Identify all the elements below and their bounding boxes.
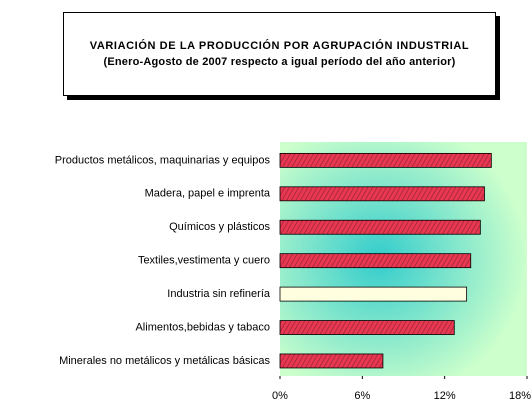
y-tick-label: Minerales no metálicos y metálicas básic… xyxy=(59,355,270,367)
y-tick-label: Alimentos,bebidas y tabaco xyxy=(135,321,270,333)
y-tick-label: Textiles,vestimenta y cuero xyxy=(138,255,270,267)
bar xyxy=(279,320,455,335)
y-tick-label: Químicos y plásticos xyxy=(169,221,270,233)
y-tick-label: Madera, papel e imprenta xyxy=(145,188,271,200)
x-tick-label: 6% xyxy=(354,390,370,402)
bar xyxy=(279,286,468,302)
bar xyxy=(279,253,472,269)
bar xyxy=(279,219,481,235)
bar xyxy=(279,353,384,369)
title-box: VARIACIÓN DE LA PRODUCCIÓN POR AGRUPACIÓ… xyxy=(63,12,496,96)
x-tick-label: 0% xyxy=(272,390,288,402)
y-tick-label: Productos metálicos, maquinarias y equip… xyxy=(55,154,271,166)
chart-subtitle: (Enero-Agosto de 2007 respecto a igual p… xyxy=(103,56,456,68)
bar xyxy=(279,186,485,202)
x-tick-label: 12% xyxy=(434,390,456,402)
x-tick-label: 18% xyxy=(509,390,531,402)
bar xyxy=(279,152,492,168)
y-tick-label: Industria sin refinería xyxy=(167,288,271,300)
chart-title: VARIACIÓN DE LA PRODUCCIÓN POR AGRUPACIÓ… xyxy=(89,40,470,52)
